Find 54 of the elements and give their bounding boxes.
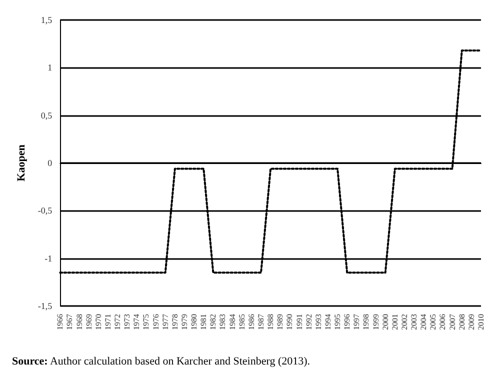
x-tick-label: 2005 <box>428 314 438 330</box>
x-tick-label: 1967 <box>65 314 74 330</box>
y-axis-title: Kaopen <box>16 144 28 182</box>
x-tick-label: 1989 <box>276 314 285 330</box>
x-tick-label: 2006 <box>438 314 448 330</box>
y-tick-label: 1 <box>48 62 52 73</box>
x-tick-label: 1987 <box>256 314 266 330</box>
x-tick-label: 2009 <box>466 314 476 330</box>
x-tick-label: 1990 <box>285 314 294 330</box>
x-tick-label: 1966 <box>56 314 65 330</box>
x-tick-label: 1988 <box>266 314 276 330</box>
y-tick-label: 0 <box>48 158 53 168</box>
x-tick-label: 1981 <box>199 314 208 330</box>
x-tick-label: 2001 <box>390 314 400 330</box>
x-tick-label: 1968 <box>74 314 84 330</box>
x-tick-label: 1985 <box>237 314 246 330</box>
x-tick-label: 1970 <box>94 314 103 330</box>
x-tick-label: 1973 <box>122 314 132 330</box>
x-tick-label: 1976 <box>151 314 160 330</box>
x-tick-label: 2007 <box>448 314 457 330</box>
x-tick-label: 2002 <box>400 314 409 330</box>
x-tick-label: 1996 <box>342 314 352 330</box>
x-tick-label: 1977 <box>160 314 170 330</box>
y-tick-label: -0,5 <box>38 206 53 216</box>
x-tick-label: 1986 <box>246 314 256 330</box>
x-tick-label: 1982 <box>208 314 218 330</box>
x-tick-label: 1971 <box>103 314 112 330</box>
x-tick-label: 1975 <box>142 314 151 330</box>
y-tick-label: 0,5 <box>40 110 53 120</box>
x-tick-label: 1991 <box>294 314 304 330</box>
x-tick-label: 1974 <box>132 314 142 330</box>
x-tick-label: 1984 <box>228 314 237 330</box>
x-tick-label: 2000 <box>380 314 390 330</box>
x-tick-label: 1980 <box>190 314 199 330</box>
source-note: Source: Author calculation based on Karcher and Steinberg (2013). <box>12 356 310 368</box>
x-tick-label: 1983 <box>218 314 228 330</box>
x-tick-label: 1978 <box>170 314 180 330</box>
y-tick-label: 1,5 <box>40 15 53 25</box>
x-tick-label: 2010 <box>476 314 486 330</box>
x-tick-label: 2004 <box>419 314 428 330</box>
x-tick-label: 1993 <box>314 314 323 330</box>
x-tick-label: 1997 <box>352 314 362 330</box>
x-tick-label: 1992 <box>304 314 314 330</box>
x-tick-label: 1994 <box>323 314 332 330</box>
x-tick-label: 1995 <box>333 314 342 330</box>
x-tick-label: 1979 <box>180 314 189 330</box>
x-tick-label: 1969 <box>84 314 94 330</box>
x-tick-label: 1998 <box>362 314 371 330</box>
y-tick-label: -1,5 <box>38 301 53 311</box>
y-tick-label: -1 <box>44 253 52 264</box>
x-tick-label: 2008 <box>457 314 466 330</box>
x-tick-label: 2003 <box>410 314 419 330</box>
x-tick-label: 1999 <box>371 314 380 330</box>
x-tick-label: 1972 <box>113 314 122 330</box>
